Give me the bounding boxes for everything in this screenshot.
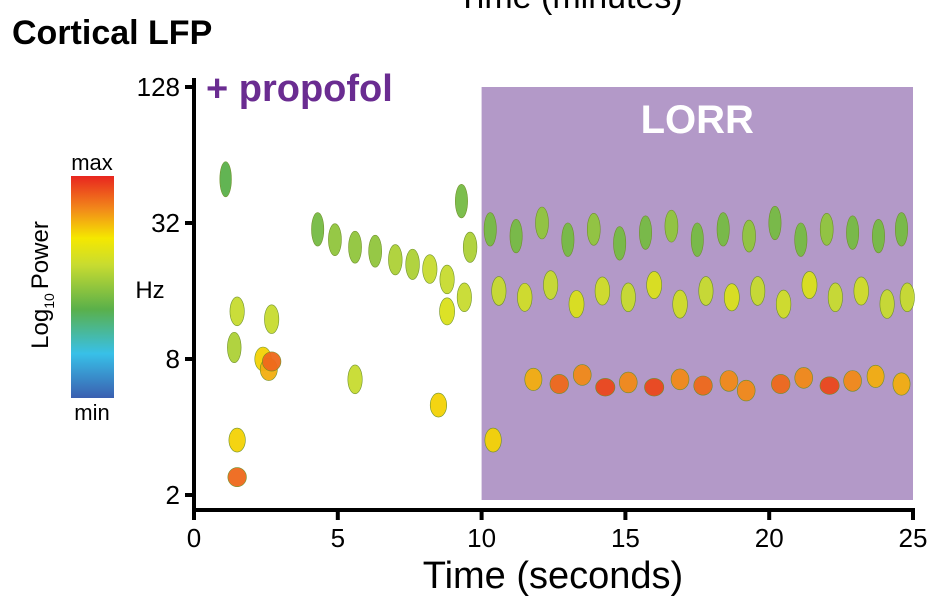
colorbar-label: Log10 Power — [27, 221, 57, 349]
x-tick-label: 0 — [187, 523, 201, 553]
power-blob — [899, 282, 915, 313]
power-blob — [491, 276, 507, 306]
plot-area: LORR + propofol 2 8 32 128 0 5 10 15 20 25 — [137, 68, 928, 553]
power-blob — [620, 282, 636, 313]
power-blob — [819, 376, 840, 395]
colorbar-label-text: Power — [27, 221, 54, 289]
power-blob — [561, 222, 575, 257]
power-blob — [794, 222, 808, 257]
y-tick-label: 8 — [166, 344, 180, 374]
shaded-label: LORR — [641, 98, 754, 142]
power-blob — [311, 212, 325, 247]
power-blob — [509, 218, 523, 254]
power-blob — [846, 215, 860, 250]
y-tick-label: 32 — [151, 208, 180, 238]
colorbar — [71, 176, 114, 398]
power-blob — [775, 289, 792, 319]
y-tick-label: 128 — [137, 72, 180, 102]
power-blob — [771, 374, 791, 394]
power-blob — [227, 331, 242, 363]
power-blob — [227, 467, 247, 488]
power-blob — [664, 209, 679, 243]
x-tick-label: 15 — [611, 523, 640, 553]
x-tick-label: 25 — [899, 523, 928, 553]
power-blob — [693, 375, 713, 396]
power-blob — [690, 222, 704, 257]
x-tick-label: 20 — [755, 523, 784, 553]
colorbar-max: max — [71, 150, 113, 175]
power-blob — [801, 271, 818, 299]
power-blob — [853, 276, 869, 306]
colorbar-label-base: Log — [27, 309, 54, 349]
power-blob — [405, 248, 420, 280]
power-blob — [543, 270, 559, 300]
power-blob — [672, 289, 688, 319]
power-blob — [429, 392, 448, 418]
power-blob — [483, 212, 497, 247]
power-blob — [644, 378, 665, 397]
power-blob — [535, 206, 549, 240]
x-tick-label: 10 — [467, 523, 496, 553]
power-blob — [573, 364, 592, 386]
power-blob — [264, 304, 280, 334]
x-tick-label: 5 — [331, 523, 345, 553]
power-blob — [723, 283, 740, 312]
power-blob — [794, 367, 813, 389]
power-blob — [613, 226, 627, 261]
x-axis-label: Time (seconds) — [423, 555, 683, 596]
power-blob — [484, 427, 502, 453]
power-blob — [879, 289, 895, 319]
power-blob — [594, 276, 611, 306]
power-blob — [827, 282, 843, 313]
power-blob — [595, 378, 616, 397]
power-blob — [229, 296, 245, 327]
power-blob — [895, 212, 908, 247]
colorbar-min: min — [74, 400, 109, 425]
power-blob — [646, 271, 663, 299]
power-blob — [262, 351, 282, 372]
power-blob — [439, 264, 455, 295]
power-blob — [422, 254, 438, 284]
y-axis-label: Hz — [135, 277, 164, 304]
power-blob — [742, 219, 756, 253]
colorbar-label-sub: 10 — [41, 293, 57, 309]
power-blob — [439, 297, 455, 326]
power-blob — [892, 372, 911, 396]
power-blob — [872, 218, 885, 254]
power-blob — [768, 205, 782, 241]
annotation: + propofol — [206, 68, 393, 110]
power-blob — [716, 212, 730, 247]
power-blob — [549, 374, 569, 394]
power-blob — [639, 215, 652, 250]
power-blob — [517, 282, 533, 312]
power-blob — [388, 244, 403, 276]
top-label: Time (minutes) — [457, 0, 682, 16]
power-blob — [619, 371, 638, 394]
power-blob — [736, 379, 756, 402]
power-blob — [750, 276, 766, 306]
power-blob — [347, 364, 363, 395]
power-blob — [219, 161, 232, 198]
power-blob — [819, 213, 834, 246]
power-blob — [568, 290, 585, 318]
chart-title: Cortical LFP — [12, 14, 212, 52]
power-blob — [328, 223, 342, 256]
power-blob — [524, 367, 543, 391]
power-blob — [719, 370, 739, 392]
power-blob — [843, 370, 862, 392]
power-blob — [698, 276, 714, 306]
power-blob — [455, 184, 468, 219]
power-blob — [456, 282, 472, 313]
y-tick-label: 2 — [166, 480, 180, 510]
power-blob — [228, 427, 246, 453]
power-blob — [586, 213, 601, 246]
power-blob — [348, 230, 362, 264]
power-blob — [462, 231, 478, 263]
power-blob — [670, 368, 690, 391]
power-blob — [368, 234, 382, 268]
power-blob — [866, 364, 885, 388]
